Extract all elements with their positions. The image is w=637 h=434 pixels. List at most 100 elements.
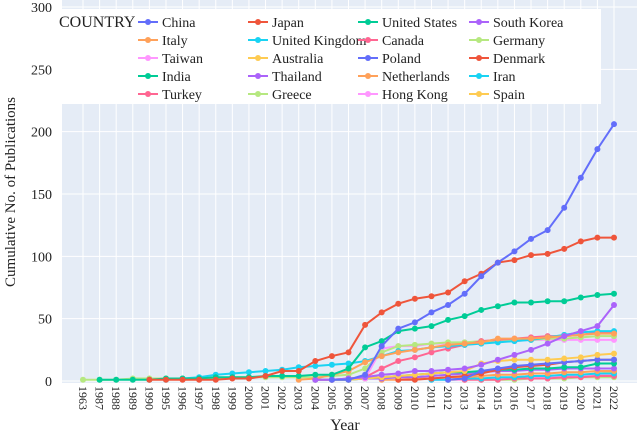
legend-item[interactable]: Hong Kong (358, 88, 448, 103)
y-tick-label: 300 (31, 1, 52, 16)
legend-item[interactable]: Spain (469, 88, 525, 103)
data-point (611, 301, 617, 308)
data-point (577, 238, 584, 245)
data-point (411, 354, 418, 361)
data-point (611, 356, 617, 363)
data-point (345, 349, 352, 356)
legend-item[interactable]: Greece (248, 88, 312, 103)
legend-swatch-marker (145, 19, 151, 25)
x-tick-label: 2007 (358, 386, 372, 410)
data-point (262, 368, 269, 375)
data-point (428, 368, 435, 375)
y-tick-label: 50 (38, 313, 52, 328)
legend-label: South Korea (493, 16, 564, 31)
data-point (478, 339, 485, 346)
data-point (561, 364, 568, 371)
data-point (528, 361, 535, 368)
x-tick-label: 2022 (607, 386, 621, 410)
legend-label: Greece (272, 88, 312, 103)
legend-item[interactable]: Australia (248, 52, 324, 67)
legend-swatch-marker (255, 55, 261, 61)
legend-item[interactable]: Turkey (138, 88, 202, 103)
legend-swatch-marker (255, 37, 261, 43)
legend-label: Spain (493, 88, 525, 103)
x-tick-label: 2006 (342, 386, 356, 410)
legend-swatch-marker (365, 73, 371, 79)
data-point (544, 298, 551, 305)
legend-item[interactable]: Taiwan (138, 52, 203, 67)
legend-label: Netherlands (382, 70, 450, 85)
data-point (411, 325, 418, 332)
data-point (395, 300, 402, 307)
legend-swatch-marker (365, 37, 371, 43)
legend-item[interactable]: Italy (138, 34, 188, 49)
data-point (245, 369, 252, 376)
data-point (511, 363, 518, 370)
data-point (395, 358, 402, 365)
legend-swatch-marker (365, 91, 371, 97)
data-point (445, 289, 452, 296)
data-point (494, 303, 501, 310)
legend-item[interactable]: United Kingdom (248, 34, 367, 49)
data-point (511, 356, 518, 363)
data-point (611, 350, 617, 357)
data-point (594, 365, 601, 372)
data-point (594, 234, 601, 241)
data-point (162, 376, 169, 383)
data-point (594, 351, 601, 358)
data-point (478, 368, 485, 375)
data-point (461, 365, 468, 372)
legend-item[interactable]: South Korea (469, 16, 564, 31)
data-point (561, 298, 568, 305)
legend-item[interactable]: China (138, 16, 196, 31)
data-point (611, 330, 617, 337)
legend-item[interactable]: Netherlands (358, 70, 450, 85)
legend-item[interactable]: Germany (469, 34, 545, 49)
legend-swatch-marker (476, 37, 482, 43)
legend-label: Taiwan (162, 52, 203, 67)
x-tick-label: 1999 (225, 386, 239, 410)
x-tick-label: 2009 (391, 386, 405, 410)
data-point (395, 370, 402, 377)
legend-label: Italy (162, 34, 188, 49)
legend-label: Thailand (272, 70, 322, 85)
data-point (362, 359, 369, 366)
legend-swatch-marker (255, 73, 261, 79)
data-point (544, 356, 551, 363)
legend-item[interactable]: Canada (358, 34, 425, 49)
x-tick-label: 2020 (574, 386, 588, 410)
data-point (378, 365, 385, 372)
series-line (331, 123, 615, 381)
legend-item[interactable]: Denmark (469, 52, 545, 67)
x-tick-label: 2013 (458, 386, 472, 410)
data-point (312, 358, 319, 365)
legend-item[interactable]: Japan (248, 16, 304, 31)
data-point (212, 376, 219, 383)
y-tick-label: 200 (31, 126, 52, 141)
legend-item[interactable]: United States (358, 16, 457, 31)
legend-item[interactable]: India (138, 70, 192, 85)
data-point (328, 376, 335, 383)
data-point (445, 376, 452, 383)
data-point (528, 346, 535, 353)
legend-item[interactable]: Thailand (248, 70, 322, 85)
data-point (279, 373, 286, 380)
x-tick-label: 1996 (176, 386, 190, 410)
data-point (129, 376, 136, 383)
legend-label: China (162, 16, 196, 31)
data-point (395, 325, 402, 332)
legend-item[interactable]: Poland (358, 52, 421, 67)
legend: COUNTRY China Japan United States South Kor… (57, 9, 601, 104)
legend-label: India (162, 70, 192, 85)
legend-item[interactable]: Iran (469, 70, 516, 85)
data-point (378, 353, 385, 360)
x-tick-label: 2001 (259, 386, 273, 410)
x-tick-labels: 1963 1987 1988 1989 1990 1995 1996 1997 1998 1999… (76, 386, 621, 410)
data-point (428, 344, 435, 351)
legend-swatch-marker (476, 91, 482, 97)
data-point (611, 290, 617, 297)
data-point (345, 376, 352, 383)
legend-label: Australia (272, 52, 324, 67)
x-axis-title: Year (330, 417, 360, 434)
x-tick-label: 2008 (375, 386, 389, 410)
